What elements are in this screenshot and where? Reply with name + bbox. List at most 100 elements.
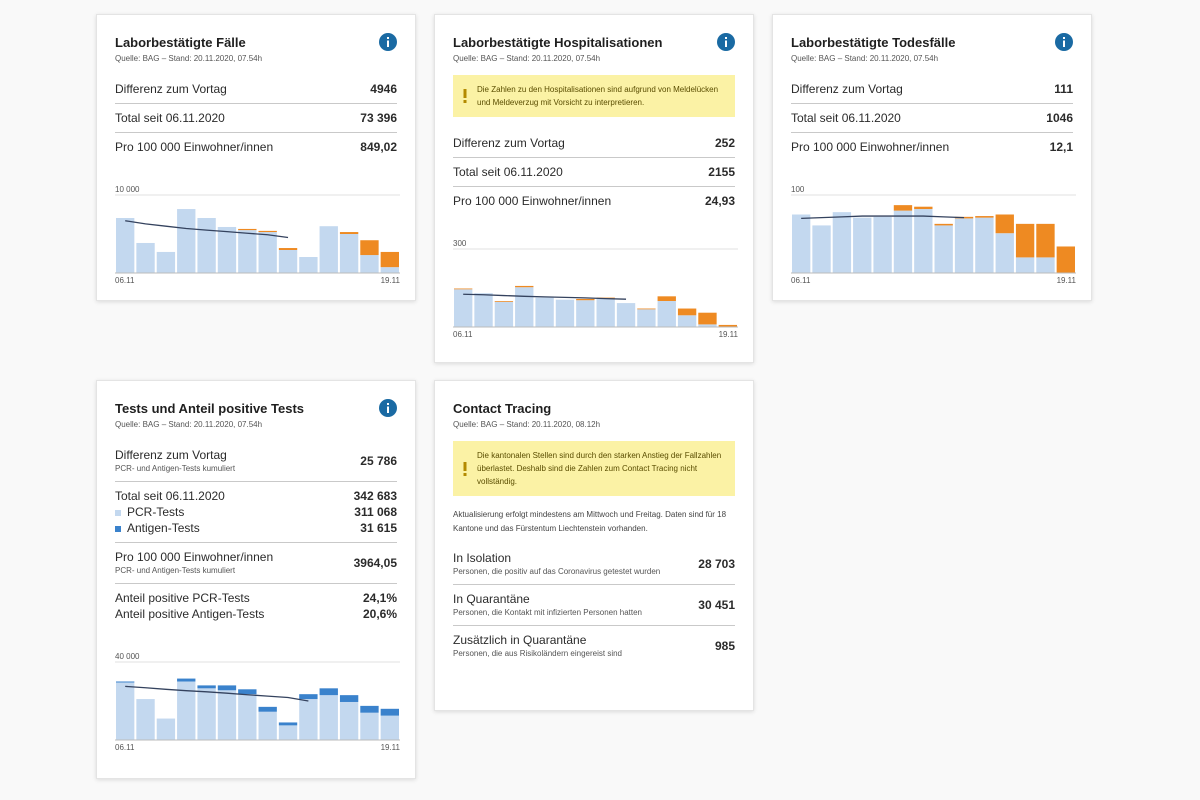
card-source: Quelle: BAG – Stand: 20.11.2020, 07.54h [791, 54, 939, 63]
bar-segment [893, 210, 913, 273]
x-tick-label: 19.11 [1057, 276, 1076, 285]
row-label-block: PCR-Tests [115, 504, 184, 520]
row-label-line: Anteil positive PCR-Tests [115, 590, 250, 606]
bar-segment [657, 296, 676, 301]
info-dot [387, 403, 389, 405]
row: Pro 100 000 Einwohner/innen 24,93 [453, 193, 735, 209]
card: Laborbestätigte Fälle Quelle: BAG – Stand… [96, 14, 416, 301]
row-label-block: Pro 100 000 Einwohner/innen [453, 193, 611, 209]
notice-text: Die kantonalen Stellen sind durch den st… [477, 451, 722, 486]
card-source: Quelle: BAG – Stand: 20.11.2020, 07.54h [453, 54, 601, 63]
bar-segment [677, 315, 697, 327]
card-title: Laborbestätigte Hospitalisationen [453, 34, 663, 50]
card-source: Quelle: BAG – Stand: 20.11.2020, 08.12h [453, 420, 601, 429]
bar-segment [238, 689, 257, 695]
info-bar [725, 40, 727, 47]
row-group: Total seit 06.11.2020 342 683 PCR-Tests 311… [115, 482, 397, 543]
row-label: Differenz zum Vortag [791, 82, 903, 96]
bar-segment [258, 232, 277, 273]
row-value: 28 703 [698, 557, 735, 571]
row-value: 25 786 [360, 454, 397, 468]
row-group: Pro 100 000 Einwohner/innen PCR- und Anti… [115, 543, 397, 584]
row-label-block: Differenz zum Vortag [453, 135, 565, 151]
legend-swatch [115, 525, 121, 532]
row-label-block: Total seit 06.11.2020 [115, 488, 225, 504]
bar-segment [494, 301, 514, 302]
row-label: Total seit 06.11.2020 [115, 111, 225, 125]
info-icon[interactable] [717, 33, 735, 51]
bar-segment [380, 715, 399, 740]
average-line [125, 220, 289, 239]
row: Differenz zum Vortag 111 [791, 81, 1073, 97]
card-title: Laborbestätigte Todesfälle [791, 34, 956, 50]
row-label: Pro 100 000 Einwohner/innen [453, 194, 612, 208]
info-icon[interactable] [379, 399, 397, 417]
info-icon[interactable] [379, 33, 397, 51]
y-tick-label: 40 000 [115, 652, 140, 661]
bar-segment [116, 218, 135, 273]
row-group: Differenz zum Vortag 252 [453, 129, 735, 158]
warning-icon [463, 89, 467, 103]
row-label-line: In Quarantäne [453, 591, 642, 607]
row-label: PCR-Tests [127, 505, 185, 519]
bar-segment [1036, 257, 1055, 273]
bar-segment [1015, 223, 1035, 258]
row-label-block: Total seit 06.11.2020 [791, 110, 901, 126]
bar-segment [914, 209, 933, 273]
x-tick-label: 19.11 [381, 743, 400, 752]
row-value: 24,1% [362, 591, 397, 605]
bar-segment [258, 711, 277, 740]
card-header: Laborbestätigte Hospitalisationen [453, 33, 735, 51]
warning-icon [463, 461, 467, 476]
row-label-block: Pro 100 000 Einwohner/innen [791, 139, 949, 155]
bar-chart: 100 06.11 19.11 [791, 185, 1076, 285]
bar-segment [278, 248, 298, 250]
row: Anteil positive Antigen-Tests 20,6% [115, 606, 397, 622]
row-label-line: Anteil positive Antigen-Tests [115, 606, 264, 622]
row-label-line: Differenz zum Vortag [791, 81, 903, 97]
card-source: Quelle: BAG – Stand: 20.11.2020, 07.54h [115, 54, 263, 63]
row-group: Anteil positive PCR-Tests 24,1% Anteil pos… [115, 584, 397, 628]
bar-segment [873, 216, 892, 273]
row-sublabel: PCR- und Antigen-Tests kumuliert [115, 566, 236, 575]
bar-segment [319, 688, 338, 696]
row-group: Pro 100 000 Einwohner/innen 24,93 [453, 187, 735, 215]
row-label-line: Total seit 06.11.2020 [115, 488, 225, 504]
row-label-block: Total seit 06.11.2020 [453, 164, 563, 180]
bar-segment [1056, 246, 1075, 273]
bar-segment [339, 701, 359, 740]
row: Anteil positive PCR-Tests 24,1% [115, 590, 397, 606]
row-group: Pro 100 000 Einwohner/innen 849,02 [115, 133, 397, 161]
row-group: Total seit 06.11.2020 2155 [453, 158, 735, 187]
legend-swatch [115, 509, 121, 516]
x-tick-label: 19.11 [719, 330, 738, 339]
bar-segment [116, 682, 135, 740]
bar-segment [177, 681, 196, 740]
bar-segment [258, 706, 277, 712]
row-label: Pro 100 000 Einwohner/innen [791, 140, 950, 154]
warning-dot [463, 472, 467, 476]
row-value: 4946 [370, 82, 397, 96]
bar-segment [238, 694, 257, 740]
card-header: Laborbestätigte Todesfälle [791, 33, 1073, 51]
bar-segment [380, 708, 399, 716]
bar-segment [156, 251, 176, 273]
row-label-line: Pro 100 000 Einwohner/innen [115, 549, 273, 565]
row-label-block: Anteil positive PCR-Tests [115, 590, 250, 606]
info-icon[interactable] [1055, 33, 1073, 51]
row-label-line: Total seit 06.11.2020 [791, 110, 901, 126]
card: Laborbestätigte Todesfälle Quelle: BAG – … [772, 14, 1092, 301]
card: Tests und Anteil positive Tests Quelle: B… [96, 380, 416, 779]
row-group: Total seit 06.11.2020 1046 [791, 104, 1073, 133]
card: Contact Tracing Quelle: BAG – Stand: 20.1… [434, 380, 754, 711]
row-value: 31 615 [360, 521, 397, 535]
bar-segment [812, 225, 831, 273]
bar-segment [177, 678, 196, 682]
bar-segment [454, 289, 473, 327]
bar-segment [995, 214, 1014, 234]
info-bar [387, 406, 389, 413]
row-group: In Isolation Personen, die positiv auf da… [453, 544, 735, 585]
average-line [125, 685, 309, 702]
row: Differenz zum Vortag 252 [453, 135, 735, 151]
row-value: 3964,05 [353, 556, 397, 570]
